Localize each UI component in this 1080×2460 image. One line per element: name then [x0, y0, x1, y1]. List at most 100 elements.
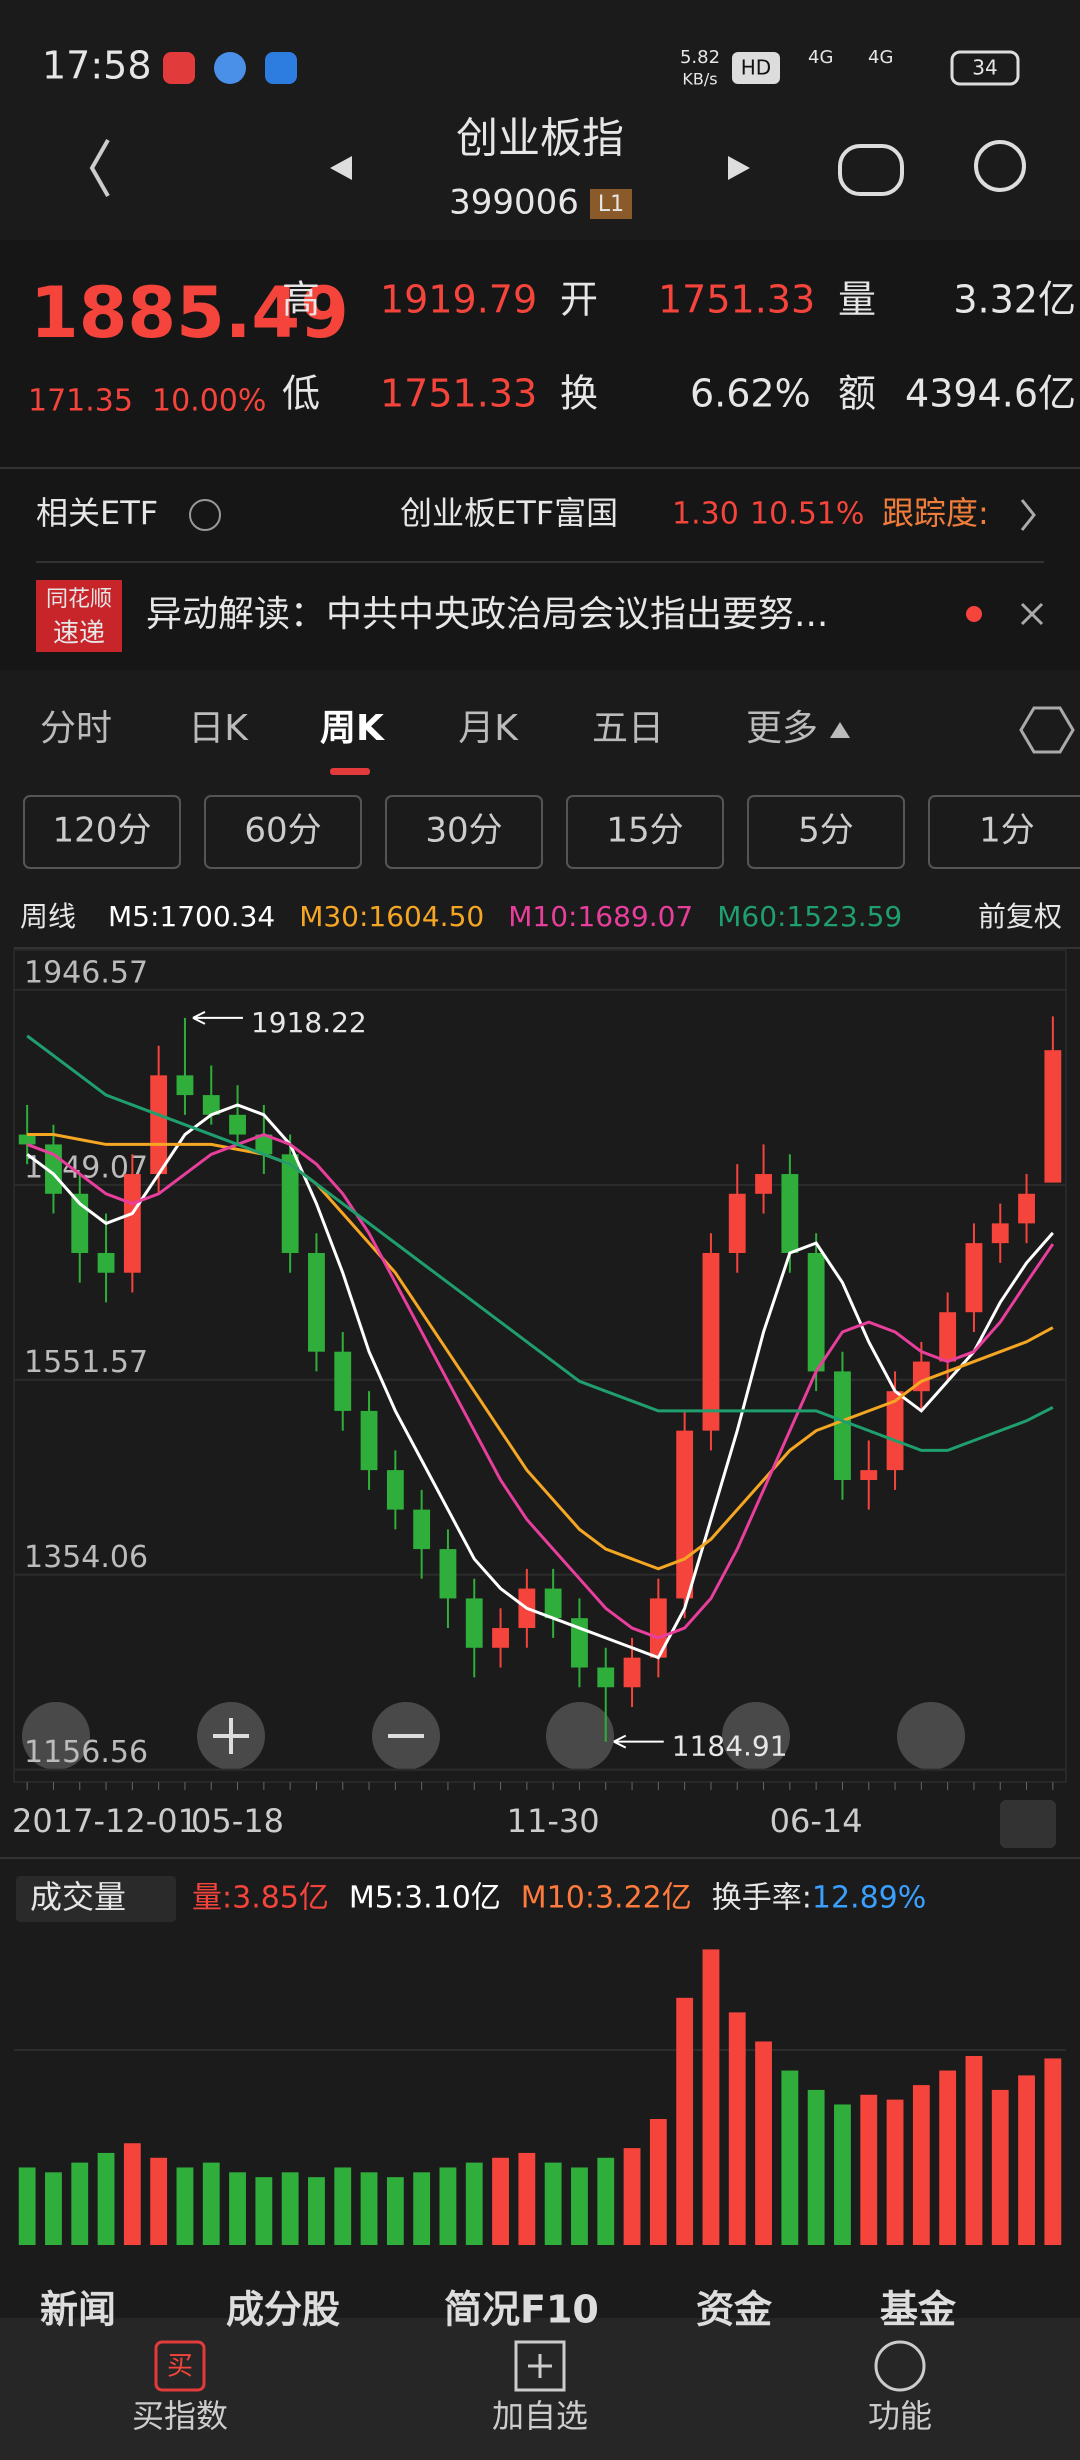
volume-bar [1044, 2058, 1062, 2245]
interval-label[interactable]: 5分 [798, 811, 854, 851]
close-button[interactable] [1020, 602, 1044, 626]
interval-label[interactable]: 1分 [979, 811, 1035, 851]
menu-icon[interactable] [874, 2340, 926, 2392]
period-tab[interactable]: 五日 [592, 708, 664, 749]
volume-bar [676, 1997, 694, 2245]
candle-body [176, 1075, 194, 1096]
step-right-button[interactable] [722, 1702, 790, 1770]
candle-body [597, 1667, 615, 1688]
app-icon [265, 52, 297, 84]
news-text[interactable]: 异动解读：中共中央政治局会议指出要努... [146, 594, 828, 635]
help-icon[interactable] [189, 499, 221, 531]
settings-button[interactable] [1019, 706, 1075, 754]
period-tab[interactable]: 更多 [746, 708, 818, 749]
volume-bar [97, 2152, 115, 2245]
volume-bar [518, 2152, 536, 2245]
volume-title[interactable]: 成交量 [30, 1878, 126, 1916]
hd-badge [732, 52, 780, 84]
interval-button[interactable] [566, 795, 724, 869]
robot-button[interactable] [838, 144, 904, 196]
nav-label[interactable]: 买指数 [132, 2397, 228, 2435]
candle-body [308, 1252, 325, 1352]
period-tab[interactable]: 日K [188, 708, 249, 749]
low-annotation: 1184.91 [672, 1730, 788, 1763]
volume: 3.32亿 [953, 278, 1076, 322]
y-tick-label: 1946.57 [24, 955, 148, 990]
interval-label[interactable]: 60分 [244, 811, 321, 851]
volume-bar [597, 2157, 615, 2245]
prev-button[interactable] [330, 156, 352, 180]
etf-name[interactable]: 创业板ETF富国 [400, 494, 618, 532]
interval-label[interactable]: 120分 [53, 811, 152, 851]
period-tab[interactable]: 分时 [40, 708, 112, 749]
y-tick-label: 1551.57 [24, 1345, 148, 1380]
volume-bar [728, 2012, 746, 2245]
news-badge-top: 同花顺 [46, 587, 112, 612]
news-badge [36, 580, 122, 652]
content-tab[interactable]: 简况F10 [444, 2288, 599, 2332]
volume-bar [71, 2162, 89, 2245]
ma-line [26, 1103, 1054, 1660]
battery-level: 34 [972, 56, 997, 80]
candle-body [465, 1598, 483, 1648]
content-tab[interactable]: 基金 [880, 2288, 957, 2332]
interval-button[interactable] [747, 795, 905, 869]
nav-label[interactable]: 功能 [868, 2397, 932, 2435]
ma-line [26, 1132, 1055, 1640]
label: 开 [560, 278, 598, 322]
volume-bar [334, 2167, 352, 2245]
amount: 4394.6亿 [905, 372, 1076, 416]
news-badge-bottom: 速递 [53, 619, 105, 649]
label: 低 [282, 372, 320, 416]
interval-button[interactable] [204, 795, 362, 869]
back-button[interactable] [89, 139, 110, 197]
next-button[interactable] [728, 156, 750, 180]
volume-bar [229, 2172, 246, 2245]
y-tick-label: 1156.56 [24, 1735, 148, 1770]
volume-bar [912, 2085, 930, 2245]
nav-label[interactable]: 加自选 [492, 2397, 588, 2435]
content-tab[interactable]: 资金 [696, 2288, 773, 2332]
jump-end-button[interactable] [1000, 1800, 1056, 1848]
volume-bar [807, 2089, 825, 2245]
volume-legend: M10:3.22亿 [521, 1881, 692, 1916]
volume-bar [360, 2172, 378, 2245]
candle-body [439, 1549, 457, 1599]
x-tick-label: 2017-12-01 [12, 1802, 198, 1840]
candle-body [386, 1470, 404, 1510]
chevron[interactable] [1020, 499, 1036, 531]
badge [590, 189, 632, 219]
candle-body [755, 1174, 772, 1194]
step-left-button[interactable] [546, 1702, 614, 1770]
adjust-label[interactable]: 前复权 [978, 900, 1062, 933]
period-tab[interactable]: 周K [320, 708, 385, 749]
low: 1751.33 [380, 372, 537, 416]
search-button[interactable] [974, 140, 1026, 192]
interval-label[interactable]: 30分 [425, 811, 502, 851]
period-label: 周线 [20, 900, 76, 933]
volume-bar [939, 2070, 957, 2245]
period-tab[interactable]: 月K [458, 708, 519, 749]
buy-icon[interactable] [154, 2340, 206, 2392]
interval-button[interactable] [928, 795, 1080, 869]
etf-pct: 10.51% [750, 497, 864, 532]
volume-bar [965, 2056, 983, 2245]
content-tab[interactable]: 新闻 [40, 2288, 116, 2332]
volume-selector[interactable] [16, 1876, 176, 1922]
interval-button[interactable] [23, 795, 181, 869]
volume-bar [834, 2104, 851, 2245]
app-icon [163, 52, 195, 84]
turnover-label: 换手率: [712, 1881, 812, 1916]
add-icon[interactable] [514, 2340, 566, 2392]
interval-label[interactable]: 15分 [606, 811, 683, 851]
interval-button[interactable] [385, 795, 543, 869]
bottom-tabs [0, 2250, 1080, 2318]
chart-controls [22, 1702, 965, 1770]
fullscreen-button[interactable] [897, 1702, 965, 1770]
candle-body [728, 1193, 746, 1253]
scroll-left-button[interactable] [22, 1702, 90, 1770]
dropdown-arrow [830, 722, 850, 738]
content-tab[interactable]: 成分股 [226, 2288, 340, 2332]
